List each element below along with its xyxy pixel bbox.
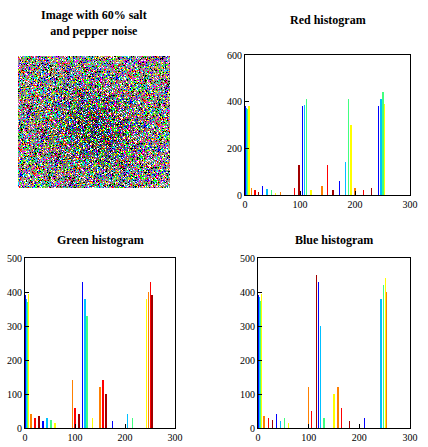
- svg-text:300: 300: [240, 321, 255, 332]
- svg-text:400: 400: [227, 96, 242, 107]
- svg-text:Green histogram: Green histogram: [57, 233, 144, 247]
- svg-text:200: 200: [118, 432, 133, 443]
- svg-text:300: 300: [403, 199, 418, 210]
- svg-text:0: 0: [23, 432, 28, 443]
- svg-text:Image with 60% saltand pepper: Image with 60% saltand pepper noise: [41, 8, 147, 38]
- svg-text:200: 200: [352, 432, 367, 443]
- svg-text:100: 100: [301, 432, 316, 443]
- svg-text:0: 0: [17, 423, 22, 434]
- svg-text:100: 100: [293, 199, 308, 210]
- svg-text:Red histogram: Red histogram: [290, 13, 366, 27]
- svg-text:200: 200: [227, 143, 242, 154]
- svg-text:300: 300: [403, 432, 418, 443]
- svg-text:100: 100: [68, 432, 83, 443]
- svg-text:0: 0: [237, 190, 242, 201]
- svg-text:200: 200: [7, 355, 22, 366]
- svg-text:400: 400: [240, 287, 255, 298]
- svg-text:0: 0: [243, 199, 248, 210]
- svg-text:600: 600: [227, 50, 242, 61]
- svg-text:300: 300: [168, 432, 183, 443]
- svg-text:400: 400: [7, 287, 22, 298]
- svg-text:Blue histogram: Blue histogram: [295, 233, 373, 247]
- svg-text:500: 500: [7, 253, 22, 264]
- svg-text:200: 200: [348, 199, 363, 210]
- svg-text:100: 100: [240, 389, 255, 400]
- svg-text:200: 200: [240, 355, 255, 366]
- svg-text:500: 500: [240, 253, 255, 264]
- svg-text:0: 0: [250, 423, 255, 434]
- svg-text:100: 100: [7, 389, 22, 400]
- svg-text:0: 0: [256, 432, 261, 443]
- svg-text:300: 300: [7, 321, 22, 332]
